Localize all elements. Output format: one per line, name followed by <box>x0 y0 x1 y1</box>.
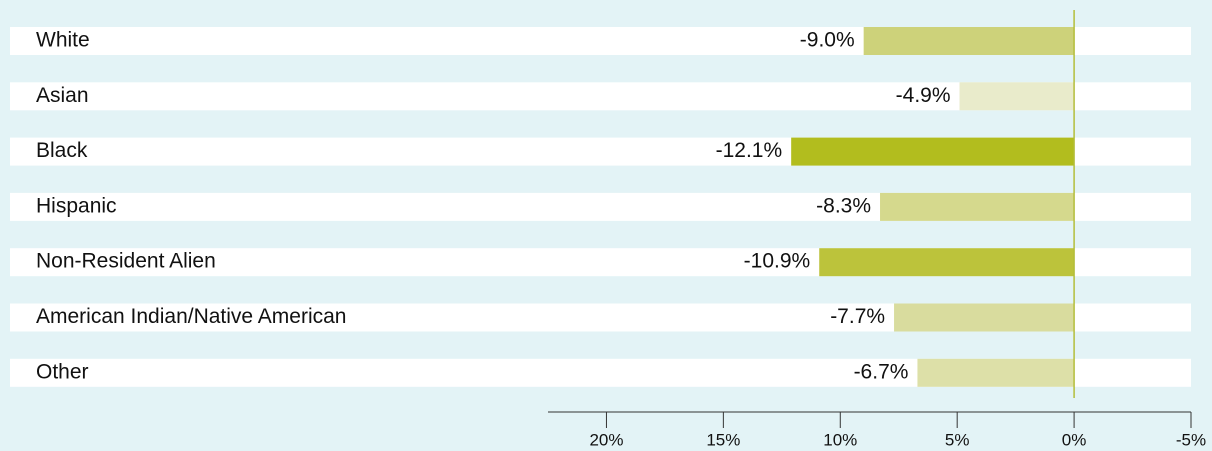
category-label: Other <box>36 360 89 383</box>
x-tick-label: 5% <box>945 430 970 449</box>
value-label: -9.0% <box>800 29 855 52</box>
bar <box>959 82 1075 111</box>
x-tick-label: 15% <box>706 430 740 449</box>
value-label: -8.3% <box>816 194 871 217</box>
x-tick-label: -5% <box>1176 430 1206 449</box>
x-tick-label: 0% <box>1062 430 1087 449</box>
bar <box>791 137 1075 166</box>
bar <box>863 27 1075 55</box>
bar <box>880 192 1075 221</box>
value-label: -4.9% <box>896 84 951 107</box>
value-label: -10.9% <box>744 250 811 273</box>
value-label: -6.7% <box>854 360 909 383</box>
category-label: Black <box>36 139 88 162</box>
category-label: Non-Resident Alien <box>36 250 216 273</box>
x-tick-label: 20% <box>589 430 623 449</box>
category-label: Asian <box>36 84 89 107</box>
category-label: Hispanic <box>36 194 117 217</box>
bar <box>819 248 1075 277</box>
x-tick-label: 10% <box>823 430 857 449</box>
value-label: -12.1% <box>716 139 783 162</box>
bar <box>917 358 1075 387</box>
category-label: American Indian/Native American <box>36 305 346 328</box>
category-label: White <box>36 29 90 52</box>
value-label: -7.7% <box>830 305 885 328</box>
bar <box>894 303 1075 332</box>
